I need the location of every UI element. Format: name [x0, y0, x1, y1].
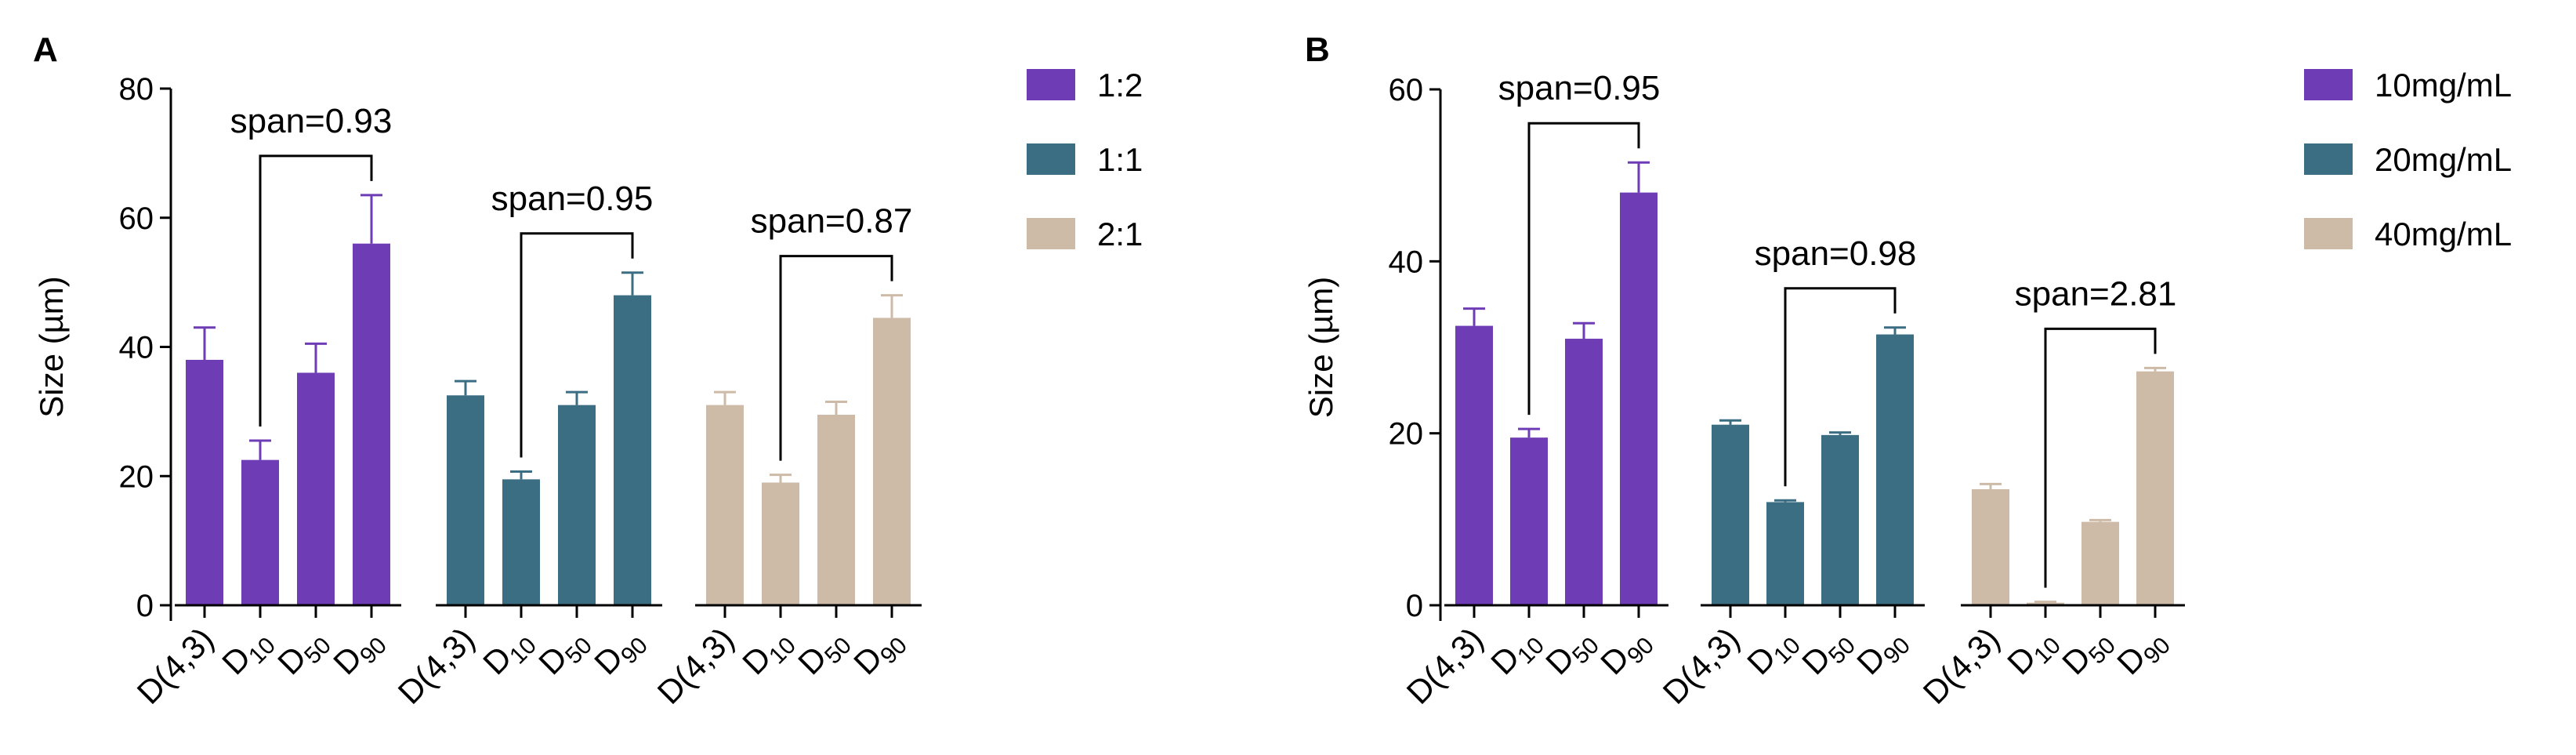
- x-category-label: D90: [1850, 620, 1915, 686]
- span-bracket: [779, 255, 893, 461]
- y-tick-label: 0: [136, 589, 154, 623]
- x-category-label: D50: [531, 620, 597, 686]
- legend-swatch: [1027, 143, 1075, 175]
- legend-swatch: [1027, 69, 1075, 100]
- y-tick-label: 60: [1389, 73, 1424, 107]
- bar: [1620, 192, 1658, 606]
- panel-label: A: [33, 31, 58, 69]
- x-category-label: D(4,3): [1400, 620, 1491, 711]
- bar: [241, 459, 279, 605]
- legend-label: 40mg/mL: [2375, 216, 2512, 252]
- span-bracket: [1527, 122, 1640, 416]
- bar: [706, 405, 744, 605]
- x-category-label: D50: [1795, 620, 1860, 686]
- x-category-label: D90: [587, 620, 653, 686]
- bar: [297, 372, 335, 605]
- y-tick-label: 40: [119, 331, 154, 365]
- x-category-label: D10: [1484, 620, 1549, 686]
- x-category-label: D50: [270, 620, 336, 686]
- bar: [762, 482, 799, 605]
- x-category-label: D90: [846, 620, 912, 686]
- bar: [1712, 424, 1749, 605]
- bar: [1821, 434, 1859, 605]
- legend-label: 20mg/mL: [2375, 141, 2512, 178]
- x-category-label: D90: [2110, 620, 2176, 686]
- legend-label: 10mg/mL: [2375, 67, 2512, 103]
- span-label: span=0.95: [1498, 69, 1661, 107]
- category-main: D(4,3): [391, 620, 482, 711]
- x-category-label: D(4,3): [1916, 620, 2007, 711]
- y-tick-label: 80: [119, 72, 154, 107]
- x-category-label: D50: [1538, 620, 1604, 686]
- x-category-label: D50: [791, 620, 857, 686]
- bar: [1565, 339, 1603, 605]
- legend-swatch: [2304, 69, 2353, 100]
- span-label: span=0.95: [491, 180, 654, 218]
- legend-swatch: [2304, 218, 2353, 249]
- x-category-label: D(4,3): [650, 620, 741, 711]
- bar: [447, 395, 484, 605]
- x-category-label: D90: [1593, 620, 1659, 686]
- bar: [502, 479, 540, 605]
- x-category-label: D10: [735, 620, 801, 686]
- category-main: D(4,3): [1400, 620, 1491, 711]
- span-bracket: [1784, 287, 1897, 487]
- x-category-label: D10: [2000, 620, 2066, 686]
- legend-swatch: [2304, 143, 2353, 175]
- x-category-label: D50: [2055, 620, 2121, 686]
- legend-label: 1:1: [1097, 141, 1143, 178]
- y-tick-label: 0: [1406, 589, 1423, 623]
- bar: [1876, 334, 1914, 605]
- bar: [1766, 502, 1804, 605]
- x-category-label: D10: [1740, 620, 1806, 686]
- bar: [1972, 488, 2009, 605]
- panel-label: B: [1305, 31, 1330, 69]
- x-category-label: D90: [326, 620, 392, 686]
- bar: [2136, 371, 2174, 605]
- span-label: span=0.87: [751, 202, 913, 241]
- bar: [1455, 325, 1493, 605]
- x-category-label: D(4,3): [130, 620, 221, 711]
- span-bracket: [2044, 327, 2157, 588]
- x-category-label: D(4,3): [1656, 620, 1747, 711]
- bar: [186, 359, 223, 605]
- bar: [558, 405, 596, 605]
- span-label: span=0.93: [230, 102, 393, 140]
- category-main: D(4,3): [1916, 620, 2007, 711]
- x-category-label: D10: [476, 620, 542, 686]
- category-main: D(4,3): [130, 620, 221, 711]
- bar: [614, 295, 651, 605]
- bar: [2027, 602, 2064, 605]
- bar: [873, 318, 911, 605]
- span-label: span=0.98: [1755, 234, 1917, 273]
- y-tick-label: 20: [119, 459, 154, 494]
- x-category-label: D(4,3): [391, 620, 482, 711]
- legend-label: 2:1: [1097, 216, 1143, 252]
- bar: [817, 414, 855, 605]
- y-axis-label: Size (µm): [1302, 277, 1339, 419]
- span-bracket: [520, 232, 634, 458]
- span-bracket: [259, 154, 373, 427]
- x-category-label: D10: [215, 620, 281, 686]
- y-axis-label: Size (µm): [33, 276, 70, 418]
- bar: [2081, 521, 2119, 605]
- y-tick-label: 40: [1389, 245, 1424, 279]
- y-tick-label: 20: [1389, 417, 1424, 452]
- bar: [1510, 437, 1548, 605]
- bar: [353, 243, 390, 605]
- category-main: D(4,3): [650, 620, 741, 711]
- legend-swatch: [1027, 218, 1075, 249]
- category-main: D(4,3): [1656, 620, 1747, 711]
- span-label: span=2.81: [2015, 274, 2177, 313]
- legend-label: 1:2: [1097, 67, 1143, 103]
- y-tick-label: 60: [119, 201, 154, 236]
